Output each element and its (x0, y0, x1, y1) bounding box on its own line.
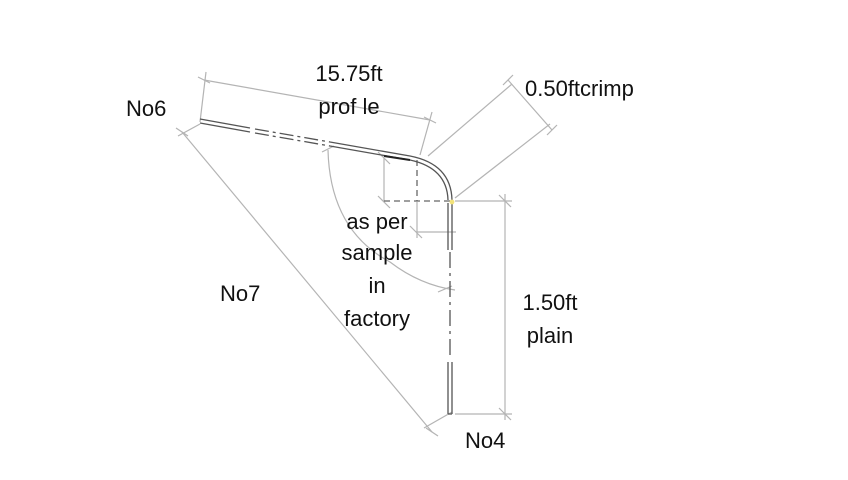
crimp-label: 0.50ftcrimp (525, 76, 634, 101)
dim-diagonal-ext-a (177, 123, 201, 137)
end-label-no4: No4 (465, 428, 506, 453)
dim-diagonal-ext-b (423, 411, 453, 429)
dimension-lines (175, 71, 558, 437)
angle-note-line-2: sample (341, 240, 413, 265)
profile-top-leg-center (254, 128, 331, 143)
dim-crimp-ext-b (454, 123, 551, 199)
profile-top-leg-solid-a (199, 118, 251, 129)
profile-top-leg-center-b (254, 132, 331, 147)
profile-top-leg-end-a (329, 141, 453, 201)
diagonal-label-no7: No7 (220, 281, 261, 306)
end-label-no6: No6 (126, 96, 167, 121)
profile-vertical-upper (447, 203, 453, 250)
dim-top-extension-right (419, 111, 433, 156)
vertical-length-desc: plain (526, 323, 574, 348)
crimp-segment (383, 155, 411, 161)
dim-diagonal-line (181, 131, 433, 433)
profile-top-leg-solid-b (199, 122, 251, 133)
angle-arc (327, 149, 456, 291)
hidden-lines (384, 160, 452, 202)
profile-top-leg-end-b (329, 145, 449, 201)
angle-note-line-3: in (368, 273, 386, 298)
top-length-desc: prof le (318, 94, 380, 119)
flashing-profile (199, 118, 453, 415)
angle-note-line-1: as per (346, 209, 408, 234)
angle-note-line-4: factory (343, 306, 411, 331)
profile-vertical-lower (447, 362, 453, 415)
dim-crimp-ext-a (427, 83, 513, 157)
vertical-length-value: 1.50ft (522, 290, 578, 315)
dim-crimp-line (507, 79, 553, 131)
corner-point-marker (449, 199, 455, 205)
dim-top-line (203, 79, 431, 121)
top-length-value: 15.75ft (315, 61, 383, 86)
